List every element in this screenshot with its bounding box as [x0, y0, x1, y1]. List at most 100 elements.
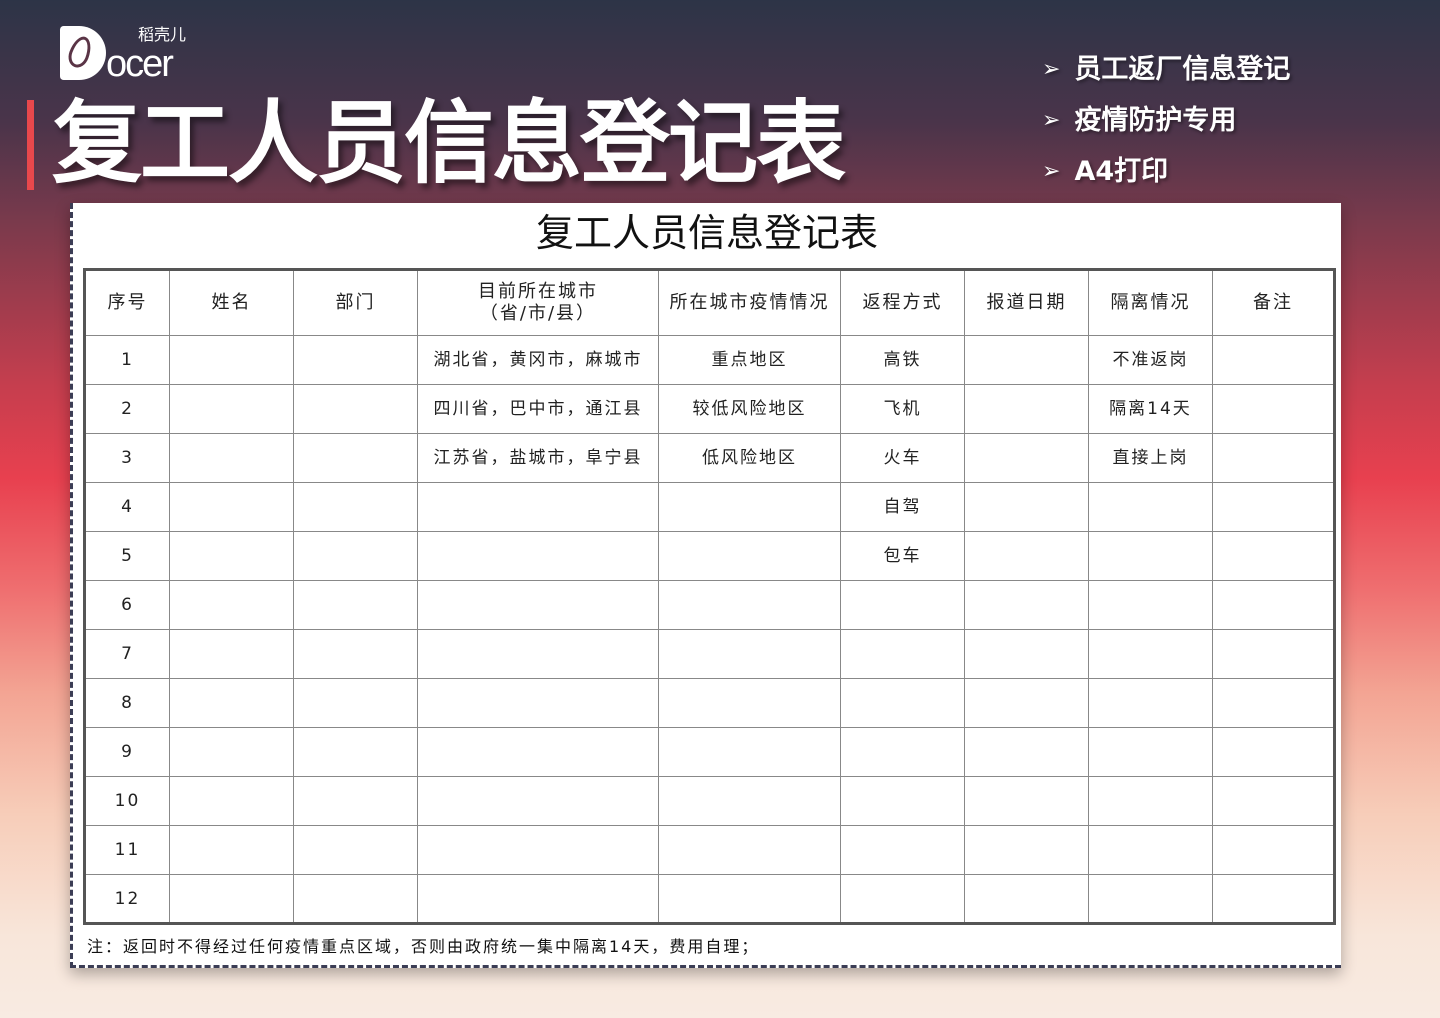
table-cell[interactable]	[658, 580, 841, 630]
table-cell[interactable]	[1088, 727, 1213, 777]
table-cell[interactable]: 隔离14天	[1088, 384, 1213, 434]
table-cell[interactable]	[169, 825, 294, 875]
table-cell[interactable]: 4	[84, 482, 170, 532]
table-cell[interactable]	[964, 531, 1089, 581]
table-cell[interactable]: 1	[84, 335, 170, 385]
table-cell[interactable]	[964, 776, 1089, 826]
table-cell[interactable]	[1088, 580, 1213, 630]
table-cell[interactable]: 10	[84, 776, 170, 826]
table-cell[interactable]	[417, 874, 659, 924]
table-cell[interactable]	[293, 482, 418, 532]
table-cell[interactable]	[658, 531, 841, 581]
table-cell[interactable]	[169, 335, 294, 385]
table-cell[interactable]	[840, 874, 965, 924]
table-cell[interactable]	[169, 531, 294, 581]
table-cell[interactable]	[293, 384, 418, 434]
table-cell[interactable]	[1088, 482, 1213, 532]
table-cell[interactable]	[1088, 825, 1213, 875]
table-cell[interactable]	[169, 580, 294, 630]
table-cell[interactable]	[1212, 727, 1335, 777]
table-cell[interactable]	[169, 482, 294, 532]
table-cell[interactable]: 7	[84, 629, 170, 679]
table-cell[interactable]	[417, 580, 659, 630]
table-cell[interactable]: 直接上岗	[1088, 433, 1213, 483]
table-cell[interactable]	[964, 874, 1089, 924]
table-cell[interactable]	[293, 531, 418, 581]
table-cell[interactable]	[169, 629, 294, 679]
table-cell[interactable]	[169, 874, 294, 924]
table-cell[interactable]	[1088, 531, 1213, 581]
table-cell[interactable]	[658, 776, 841, 826]
table-cell[interactable]	[293, 727, 418, 777]
table-cell[interactable]: 湖北省，黄冈市，麻城市	[417, 335, 659, 385]
table-cell[interactable]	[293, 874, 418, 924]
table-cell[interactable]: 重点地区	[658, 335, 841, 385]
table-cell[interactable]	[293, 335, 418, 385]
table-cell[interactable]	[840, 825, 965, 875]
table-cell[interactable]	[417, 776, 659, 826]
table-cell[interactable]	[169, 433, 294, 483]
table-cell[interactable]	[1212, 384, 1335, 434]
table-cell[interactable]	[1212, 825, 1335, 875]
table-cell[interactable]: 12	[84, 874, 170, 924]
table-cell[interactable]: 9	[84, 727, 170, 777]
table-cell[interactable]	[417, 678, 659, 728]
table-cell[interactable]	[964, 825, 1089, 875]
table-cell[interactable]	[658, 678, 841, 728]
table-cell[interactable]: 包车	[840, 531, 965, 581]
table-cell[interactable]	[840, 629, 965, 679]
table-cell[interactable]: 四川省，巴中市，通江县	[417, 384, 659, 434]
table-cell[interactable]	[840, 776, 965, 826]
table-cell[interactable]	[964, 678, 1089, 728]
table-cell[interactable]	[964, 433, 1089, 483]
table-cell[interactable]	[417, 531, 659, 581]
table-cell[interactable]	[417, 825, 659, 875]
table-cell[interactable]: 11	[84, 825, 170, 875]
table-cell[interactable]	[1212, 433, 1335, 483]
table-cell[interactable]	[169, 384, 294, 434]
table-cell[interactable]	[1212, 580, 1335, 630]
table-cell[interactable]	[417, 727, 659, 777]
table-cell[interactable]	[1088, 678, 1213, 728]
table-cell[interactable]: 不准返岗	[1088, 335, 1213, 385]
table-cell[interactable]	[1212, 335, 1335, 385]
table-cell[interactable]	[1212, 531, 1335, 581]
table-cell[interactable]	[1212, 629, 1335, 679]
table-cell[interactable]	[658, 727, 841, 777]
table-cell[interactable]	[1088, 629, 1213, 679]
table-cell[interactable]	[169, 776, 294, 826]
table-cell[interactable]	[1212, 776, 1335, 826]
table-cell[interactable]: 高铁	[840, 335, 965, 385]
table-cell[interactable]	[293, 825, 418, 875]
table-cell[interactable]	[1212, 874, 1335, 924]
table-cell[interactable]	[964, 727, 1089, 777]
table-cell[interactable]: 8	[84, 678, 170, 728]
table-cell[interactable]	[1088, 776, 1213, 826]
table-cell[interactable]: 火车	[840, 433, 965, 483]
table-cell[interactable]	[964, 629, 1089, 679]
table-cell[interactable]: 5	[84, 531, 170, 581]
table-cell[interactable]	[840, 580, 965, 630]
table-cell[interactable]	[169, 678, 294, 728]
table-cell[interactable]	[658, 825, 841, 875]
table-cell[interactable]	[964, 482, 1089, 532]
table-cell[interactable]	[1212, 482, 1335, 532]
table-cell[interactable]	[293, 678, 418, 728]
table-cell[interactable]	[293, 580, 418, 630]
table-cell[interactable]	[417, 482, 659, 532]
table-cell[interactable]	[293, 776, 418, 826]
table-cell[interactable]: 6	[84, 580, 170, 630]
table-cell[interactable]	[293, 433, 418, 483]
table-cell[interactable]	[840, 727, 965, 777]
table-cell[interactable]	[658, 482, 841, 532]
table-cell[interactable]: 2	[84, 384, 170, 434]
table-cell[interactable]: 低风险地区	[658, 433, 841, 483]
table-cell[interactable]: 江苏省，盐城市，阜宁县	[417, 433, 659, 483]
table-cell[interactable]	[1088, 874, 1213, 924]
table-cell[interactable]: 飞机	[840, 384, 965, 434]
table-cell[interactable]: 自驾	[840, 482, 965, 532]
table-cell[interactable]	[293, 629, 418, 679]
table-cell[interactable]	[658, 874, 841, 924]
table-cell[interactable]	[840, 678, 965, 728]
table-cell[interactable]	[1212, 678, 1335, 728]
